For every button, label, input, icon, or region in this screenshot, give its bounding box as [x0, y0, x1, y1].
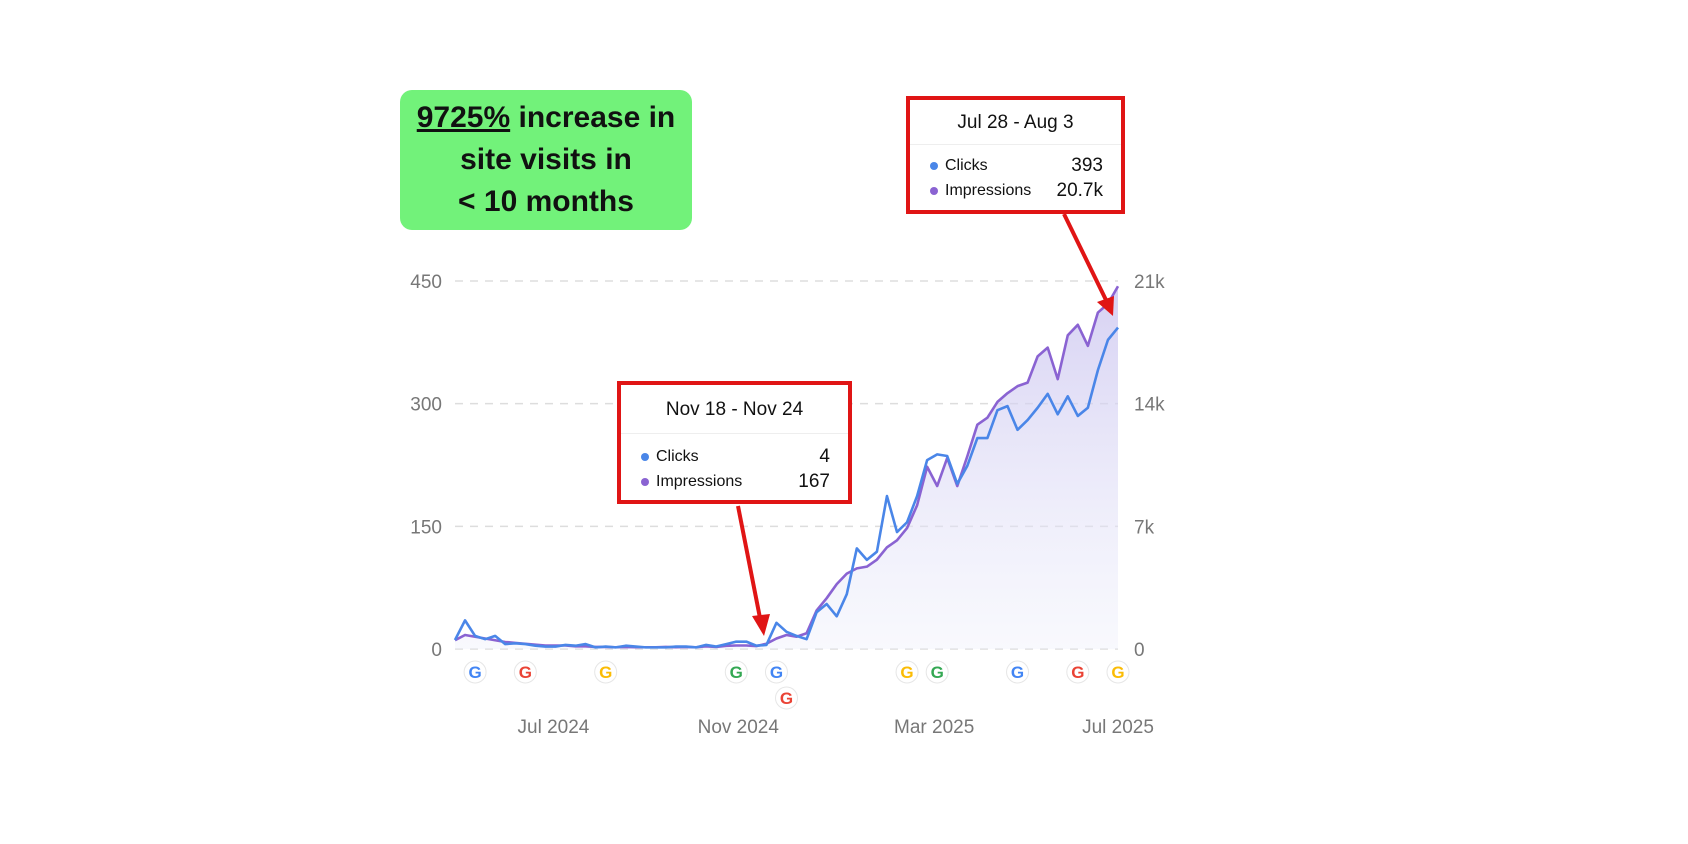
google-g-glyph: G: [1011, 663, 1024, 682]
google-g-glyph: G: [519, 663, 532, 682]
google-g-glyph: G: [599, 663, 612, 682]
right-axis-tick-label: 7k: [1134, 517, 1155, 538]
right-axis-tick-label: 0: [1134, 640, 1145, 661]
impressions-dot-icon: [641, 477, 649, 486]
google-g-glyph: G: [780, 689, 793, 708]
clicks-dot-icon: [641, 452, 649, 461]
left-axis-tick-label: 450: [410, 272, 442, 293]
arrow-head-aug: [1097, 296, 1114, 316]
impressions-dot-icon: [930, 186, 938, 195]
left-axis-tick-label: 150: [410, 517, 442, 538]
marker-circle: [513, 660, 537, 684]
x-axis-tick-label: Mar 2025: [894, 717, 974, 738]
google-g-glyph: G: [931, 663, 944, 682]
tooltip-clicks-row: Clicks 393: [910, 153, 1121, 178]
arrow-line-nov: [736, 505, 762, 619]
clicks-line: [453, 326, 1120, 649]
google-update-marker-icon: G: [925, 660, 949, 684]
google-update-marker-icon: G: [594, 660, 618, 684]
annotation-arrows: [736, 213, 1114, 636]
impressions-value: 20.7k: [1056, 179, 1103, 201]
tooltip-date: Jul 28 - Aug 3: [910, 100, 1121, 145]
headline-badge: 9725% increase in site visits in < 10 mo…: [400, 90, 692, 230]
google-g-glyph: G: [900, 663, 913, 682]
google-update-marker-icon: G: [463, 660, 487, 684]
marker-circle: [594, 660, 618, 684]
clicks-dot-icon: [930, 161, 938, 170]
x-axis-tick-label: Jul 2024: [518, 717, 590, 738]
tooltip-date: Nov 18 - Nov 24: [621, 385, 848, 434]
marker-circle: [925, 660, 949, 684]
marker-circle: [764, 660, 788, 684]
marker-circle: [895, 660, 919, 684]
clicks-label: Clicks: [656, 447, 699, 465]
marker-circle: [1066, 660, 1090, 684]
clicks-label: Clicks: [945, 156, 988, 174]
google-g-glyph: G: [1071, 663, 1084, 682]
google-g-glyph: G: [1111, 663, 1124, 682]
marker-circle: [775, 686, 798, 710]
headline-percent: 9725%: [416, 101, 511, 134]
google-update-marker-icon: G: [1106, 660, 1130, 684]
google-update-marker-icon: G: [895, 660, 919, 684]
headline-line2: site visits in: [460, 143, 632, 176]
marker-circle: [724, 660, 748, 684]
impressions-value: 167: [798, 470, 830, 492]
marker-circle: [463, 660, 487, 684]
impressions-label: Impressions: [656, 472, 743, 490]
left-axis-tick-label: 300: [410, 395, 442, 416]
impressions-label: Impressions: [945, 181, 1032, 199]
x-axis-tick-label: Jul 2025: [1082, 717, 1154, 738]
google-update-marker-icon: G: [775, 686, 798, 710]
tooltip-nov18-nov24: Nov 18 - Nov 24 Clicks 4 Impressions 167: [617, 381, 852, 504]
google-update-marker-icon: G: [724, 660, 748, 684]
headline-line3: < 10 months: [458, 185, 634, 218]
google-update-marker-icon: G: [513, 660, 537, 684]
arrow-head-nov: [752, 614, 770, 636]
tooltip-clicks-row: Clicks 4: [621, 444, 848, 469]
right-axis-tick-label: 21k: [1134, 272, 1165, 293]
clicks-value: 4: [819, 445, 830, 467]
tooltip-impressions-row: Impressions 167: [621, 469, 848, 494]
marker-circle: [1106, 660, 1130, 684]
google-update-marker-icon: G: [1006, 660, 1030, 684]
clicks-value: 393: [1071, 154, 1103, 176]
marker-circle: [1006, 660, 1030, 684]
tooltip-impressions-row: Impressions 20.7k: [910, 178, 1121, 203]
headline-line1: increase in: [510, 101, 676, 134]
x-axis-tick-label: Nov 2024: [698, 717, 780, 738]
left-axis-tick-label: 0: [431, 640, 442, 661]
impressions-area: [455, 286, 1118, 649]
right-axis-tick-label: 14k: [1134, 395, 1165, 416]
google-update-marker-icon: G: [1066, 660, 1090, 684]
tooltip-jul28-aug3: Jul 28 - Aug 3 Clicks 393 Impressions 20.7…: [906, 96, 1125, 214]
arrow-line-aug: [1062, 213, 1108, 301]
google-update-marker-icon: G: [764, 660, 788, 684]
google-g-glyph: G: [730, 663, 743, 682]
google-g-glyph: G: [770, 663, 783, 682]
google-g-glyph: G: [468, 663, 481, 682]
